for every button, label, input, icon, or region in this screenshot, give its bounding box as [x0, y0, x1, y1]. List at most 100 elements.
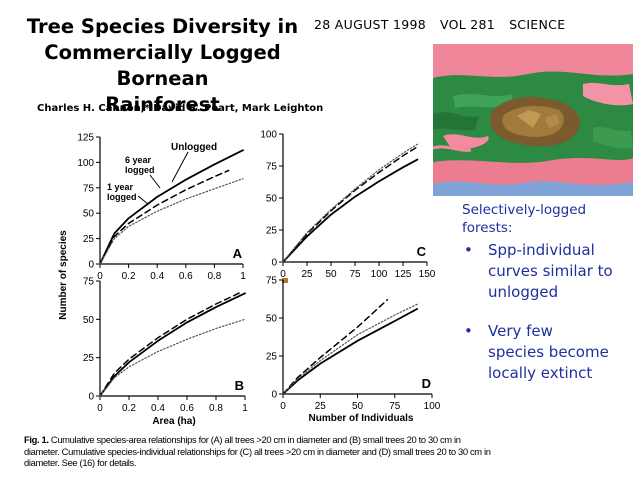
panel-d-x-tick-label: 25 [315, 401, 327, 412]
bullet-line: species become [488, 343, 609, 361]
panel-d-y-tick-label: 50 [266, 314, 278, 325]
panel-b-y-tick-label: 75 [83, 277, 95, 288]
panel-c-y-tick-label: 50 [266, 194, 278, 205]
panel-a-x-tick-label: 1 [240, 271, 246, 282]
panel-c-y-tick-label: 75 [266, 162, 278, 173]
volume: VOL 281 [439, 17, 496, 32]
issue-date: 28 AUGUST 1998 [314, 17, 426, 32]
panel-c-x-tick-label: 75 [349, 269, 361, 280]
panel-b-series-dotted [99, 318, 246, 397]
panel-a-y-tick-label: 0 [88, 260, 94, 271]
panel-c-series-solid [282, 158, 419, 263]
pointer-unlogged [171, 151, 189, 183]
panel-c-y-tick-label: 25 [266, 226, 278, 237]
panel-a-series-dashed [99, 169, 230, 265]
panel-a-y-tick-label: 125 [77, 133, 94, 144]
panel-c-label: C [417, 244, 427, 259]
panel-c-series-dotted [282, 143, 418, 263]
panel-d-x-tick-label: 0 [280, 401, 286, 412]
bullet-symbol: • [464, 241, 473, 259]
legend-6-year: 6 year [125, 155, 152, 165]
pointer-6-year [149, 174, 161, 189]
bullet-item: • Spp-individual curves similar to unlog… [462, 240, 634, 303]
panel-a-y-tick-label: 100 [77, 158, 94, 169]
panel-b-series-solid [99, 292, 246, 397]
panel-a-label: A [233, 246, 243, 261]
notes-heading-line-2: forests: [462, 220, 513, 236]
panel-c-series-dashed [282, 146, 419, 263]
panel-b-y-tick-label: 25 [83, 353, 95, 364]
figure-caption: Fig. 1. Cumulative species-area relation… [24, 434, 494, 469]
panel-c-y-tick-label: 100 [260, 130, 277, 141]
panel-a-x-tick-label: 0.8 [207, 271, 221, 282]
panel-a-x-tick-label: 0.2 [122, 271, 136, 282]
panel-b-x-tick-label: 0.2 [122, 403, 136, 414]
authors: Charles H. Cannon,* David R. Peart, Mark… [37, 103, 324, 114]
panel-d-label: D [422, 376, 431, 391]
bullet-line: Very few [488, 322, 553, 340]
bullet-line: Spp-individual [488, 241, 595, 259]
paper-title: Tree Species Diversity in Commercially L… [0, 14, 325, 118]
forest-image [433, 44, 633, 196]
panel-a-series-solid [99, 149, 244, 265]
bullet-line: curves similar to [488, 262, 613, 280]
panel-a-y-tick-label: 75 [83, 183, 95, 194]
x-axis-label-area: Area (ha) [152, 416, 195, 427]
panel-b-x-tick-label: 0.8 [209, 403, 223, 414]
bullet-line: unlogged [488, 283, 559, 301]
panel-b-x-tick-label: 1 [242, 403, 248, 414]
panel-b-label: B [235, 378, 244, 393]
panel-b-y-tick-label: 0 [88, 392, 94, 403]
pointer-1-year [137, 195, 149, 205]
x-axis-label-individuals: Number of Individuals [308, 413, 413, 424]
panel-a-x-tick-label: 0.6 [179, 271, 193, 282]
panel-d-y-tick-label: 0 [271, 390, 277, 401]
marker-square [282, 278, 288, 283]
legend-1-year: 1 year [107, 182, 134, 192]
summary-notes: Selectively-logged forests: • Spp-indivi… [462, 201, 634, 384]
legend-6-year-logged: logged [125, 165, 155, 175]
panel-d-x-tick-label: 75 [389, 401, 401, 412]
bullet-item: • Very few species become locally extinc… [462, 321, 634, 384]
panel-b-x-tick-label: 0.6 [180, 403, 194, 414]
panel-a-y-tick-label: 50 [83, 209, 95, 220]
panel-a-y-tick-label: 25 [83, 234, 95, 245]
bullet-list: • Spp-individual curves similar to unlog… [462, 240, 634, 384]
title-line-2: Commercially Logged Bornean [44, 41, 281, 90]
bullet-line: locally extinct [488, 364, 593, 382]
journal-header: 28 AUGUST 1998 VOL 281 SCIENCE [314, 17, 579, 32]
panel-d-series-solid [282, 307, 419, 395]
panel-c-x-tick-label: 150 [419, 269, 436, 280]
figure-1-charts: Number of species Area (ha) Number of In… [58, 130, 440, 428]
title-line-3: Rainforest [105, 93, 220, 116]
panel-c-x-tick-label: 0 [280, 269, 286, 280]
panel-b-x-tick-label: 0 [97, 403, 103, 414]
panel-b-x-tick-label: 0.4 [151, 403, 165, 414]
y-axis-label: Number of species [58, 230, 69, 320]
panel-c-x-tick-label: 100 [371, 269, 388, 280]
panel-d-y-tick-label: 25 [266, 352, 278, 363]
panel-c-x-tick-label: 25 [301, 269, 313, 280]
caption-fig-label: Fig. 1. [24, 434, 49, 445]
journal-name: SCIENCE [509, 17, 566, 32]
panel-c-y-tick-label: 0 [271, 258, 277, 269]
panel-c-x-tick-label: 125 [395, 269, 412, 280]
panel-a-x-tick-label: 0.4 [150, 271, 164, 282]
panel-d-series-dashed [282, 299, 389, 395]
title-line-1: Tree Species Diversity in [26, 15, 299, 38]
panel-d-series-dotted [282, 303, 418, 395]
legend-unlogged: Unlogged [171, 142, 217, 153]
panel-b-series-dashed [99, 290, 243, 397]
notes-heading: Selectively-logged forests: [462, 201, 634, 237]
panel-d-x-tick-label: 50 [352, 401, 364, 412]
panel-c-x-tick-label: 50 [325, 269, 337, 280]
bullet-symbol: • [464, 322, 473, 340]
notes-heading-line-1: Selectively-logged [462, 202, 587, 218]
legend-1-year-logged: logged [107, 192, 137, 202]
caption-text: Cumulative species-area relationships fo… [24, 434, 491, 468]
panel-a-x-tick-label: 0 [97, 271, 103, 282]
panel-a-series-dotted [99, 178, 244, 265]
panel-b-y-tick-label: 50 [83, 315, 95, 326]
panel-d-y-tick-label: 75 [266, 276, 278, 287]
panel-d-x-tick-label: 100 [424, 401, 440, 412]
